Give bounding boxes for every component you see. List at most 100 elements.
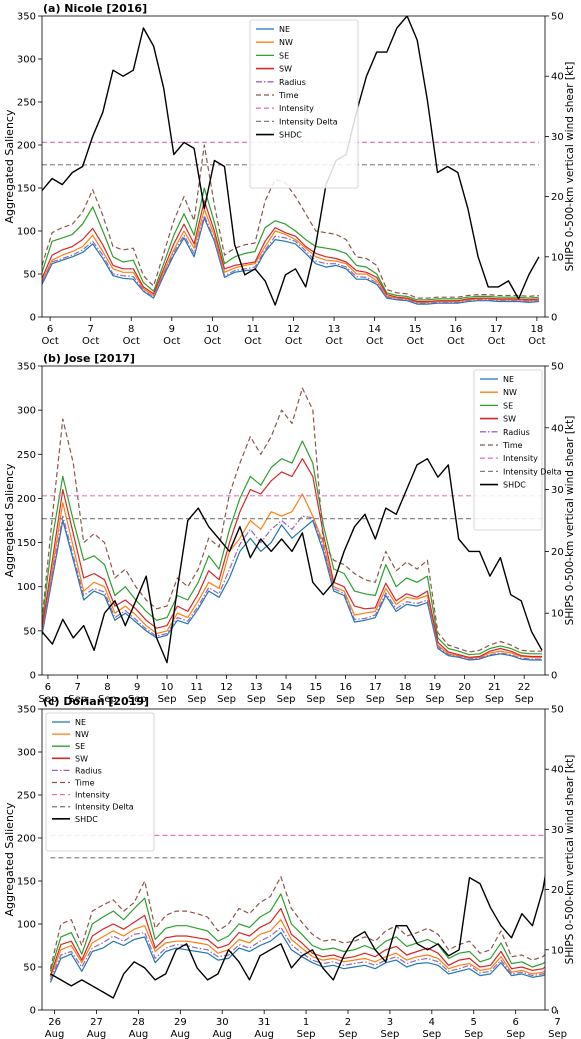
x-tick-label-month: Sep — [128, 694, 147, 705]
x-tick-label-month: Aug — [45, 1029, 65, 1039]
y-tick-label: 300 — [17, 55, 36, 66]
x-tick-label-month: Sep — [247, 694, 266, 705]
x-tick-label-day: 2 — [345, 1017, 351, 1028]
y-axis-label: Aggregated Saliency — [3, 463, 16, 577]
y2-tick-label: 50 — [551, 362, 564, 373]
x-tick-label-month: Oct — [123, 336, 140, 347]
x-tick-label-day: 9 — [134, 682, 140, 693]
x-tick-label-month: Sep — [464, 1029, 483, 1039]
y-axis-label: Aggregated Saliency — [3, 802, 16, 916]
y2-tick-label: 50 — [551, 705, 564, 716]
y-tick-label: 50 — [23, 270, 36, 281]
series-line-se — [42, 187, 539, 301]
y-tick-label: 300 — [17, 748, 36, 759]
y2-axis-label: SHIPS 0-500-km vertical wind shear [kt] — [564, 755, 576, 965]
x-tick-label-month: Sep — [217, 694, 236, 705]
legend-label-intensity: Intensity — [279, 104, 314, 113]
series-line-ne — [42, 519, 542, 661]
x-tick-label-month: Sep — [548, 1029, 567, 1039]
x-tick-label-day: 17 — [369, 682, 382, 693]
y-tick-label: 300 — [17, 406, 36, 417]
y2-tick-label: 30 — [551, 825, 564, 836]
y-tick-label: 50 — [23, 963, 36, 974]
series-line-sw — [42, 458, 542, 658]
y-axis-label: Aggregated Saliency — [3, 109, 16, 223]
x-tick-label-month: Aug — [129, 1029, 149, 1039]
legend: NE NW SE SW Radius Time Intensity Intensity Del… — [473, 369, 562, 531]
y-tick-label: 150 — [17, 538, 36, 549]
legend: NE NW SE SW Radius Time Intensity Intensity Del… — [45, 712, 155, 852]
x-tick-label-day: 19 — [429, 682, 442, 693]
series-line-radius — [42, 214, 539, 304]
x-tick-label-day: 15 — [309, 682, 322, 693]
x-tick-label-day: 22 — [518, 682, 531, 693]
y-tick-label: 350 — [17, 12, 36, 23]
y-tick-label: 150 — [17, 877, 36, 888]
x-tick-label-day: 11 — [190, 682, 203, 693]
x-tick-label-month: Sep — [455, 694, 474, 705]
x-tick-label-day: 8 — [128, 324, 134, 335]
legend-label-sw: SW — [279, 65, 292, 74]
legend-label-intensity: Intensity — [503, 454, 538, 463]
y-tick-label: 100 — [17, 920, 36, 931]
x-tick-label-day: 31 — [258, 1017, 271, 1028]
x-tick-label-day: 7 — [87, 324, 93, 335]
x-tick-label-day: 9 — [169, 324, 175, 335]
chart-panel-1: (a) Nicole [2016]05010015020025030035001… — [3, 2, 576, 347]
legend: NE NW SE SW Radius Time Intensity Intensity Del… — [249, 19, 359, 189]
legend-label-shdc: SHDC — [503, 481, 526, 490]
legend-label-sw: SW — [503, 415, 516, 424]
legend-label-ne: NE — [503, 375, 514, 384]
y-tick-label: 250 — [17, 98, 36, 109]
series-line-sw — [49, 907, 545, 976]
y2-tick-label: 50 — [551, 12, 564, 23]
x-tick-label-month: Sep — [339, 1029, 358, 1039]
y2-tick-label: 10 — [551, 945, 564, 956]
legend-label-se: SE — [279, 51, 289, 60]
series-line-shdc — [42, 16, 540, 306]
series-line-nw — [49, 919, 545, 978]
x-tick-label-month: Oct — [82, 336, 99, 347]
x-tick-label-month: Oct — [488, 336, 505, 347]
x-tick-label-day: 17 — [490, 324, 503, 335]
x-tick-label-month: Sep — [158, 694, 177, 705]
legend-label-se: SE — [503, 401, 513, 410]
series-line-shdc — [50, 873, 545, 999]
x-tick-label-day: 15 — [409, 324, 422, 335]
y-tick-label: 200 — [17, 141, 36, 152]
x-tick-label-month: Sep — [297, 1029, 316, 1039]
x-tick-label-day: 8 — [104, 682, 110, 693]
x-tick-label-month: Sep — [306, 694, 325, 705]
legend-label-nw: NW — [503, 388, 517, 397]
x-tick-label-day: 10 — [206, 324, 219, 335]
y-tick-label: 350 — [17, 362, 36, 373]
y-tick-label: 200 — [17, 494, 36, 505]
legend-label-time: Time — [502, 441, 523, 450]
legend-label-se: SE — [75, 742, 85, 751]
x-tick-label-day: 18 — [531, 324, 544, 335]
x-tick-label-day: 16 — [339, 682, 352, 693]
legend-box — [473, 369, 543, 531]
x-tick-label-day: 20 — [458, 682, 471, 693]
x-tick-label-month: Oct — [285, 336, 302, 347]
y-tick-label: 0 — [30, 313, 36, 324]
x-tick-label-month: Sep — [396, 694, 415, 705]
chart-panel-2: (b) Jose [2017] 0 50 100 150 200 250 300 350 0 10 2… — [3, 352, 576, 705]
chart-title: (c) Dorian [2019] — [43, 695, 149, 708]
plot-frame — [41, 708, 546, 1011]
series-line-se — [42, 440, 542, 656]
chart-panel-3: (c) Dorian [2019]05010015020025030035001… — [3, 695, 576, 1039]
x-tick-label-month: Aug — [254, 1029, 274, 1039]
x-tick-label-month: Sep — [425, 694, 444, 705]
y2-tick-label: 30 — [551, 132, 564, 143]
chart-title: (a) Nicole [2016] — [43, 2, 147, 15]
y2-tick-label: 20 — [551, 547, 564, 558]
y-tick-label: 350 — [17, 705, 36, 716]
legend-box — [45, 712, 155, 852]
series-line-radius — [42, 515, 542, 660]
series-line-radius — [49, 926, 545, 981]
x-tick-label-month: Oct — [407, 336, 424, 347]
legend-label-ne: NE — [279, 25, 290, 34]
y-tick-label: 100 — [17, 582, 36, 593]
